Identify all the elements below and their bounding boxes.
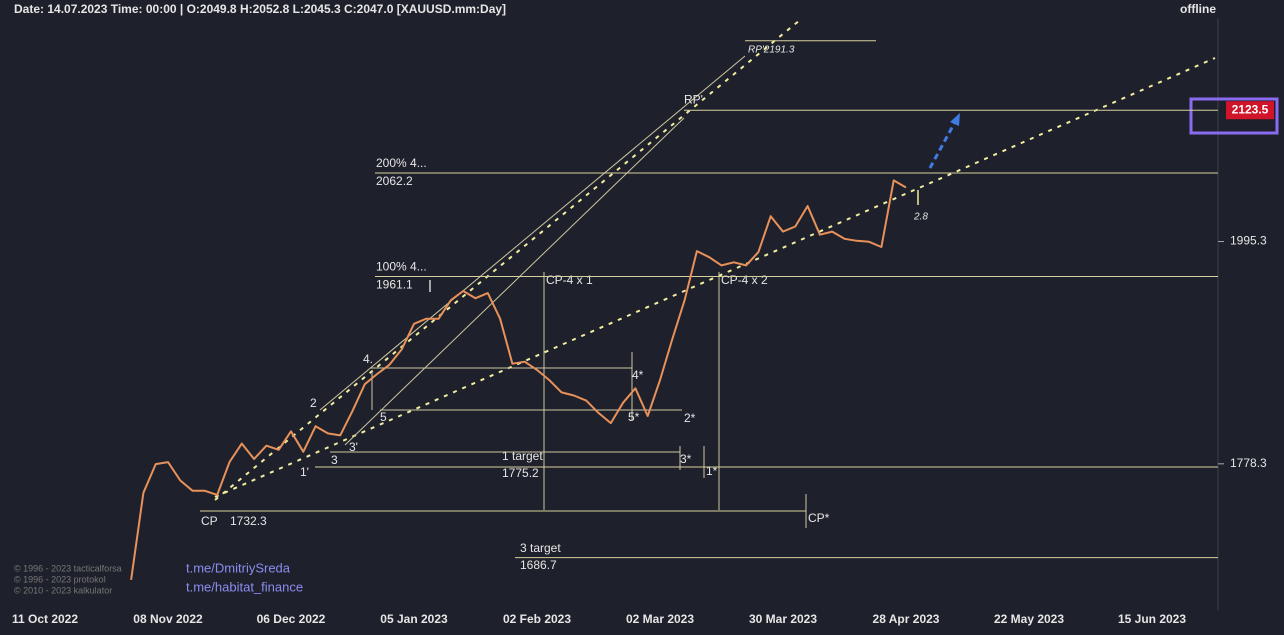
header-info: Date: 14.07.2023 Time: 00:00 | O:2049.8 … — [14, 2, 506, 16]
watermark: t.me/DmitriySreda — [186, 560, 291, 575]
x-tick-label: 08 Nov 2022 — [133, 612, 203, 626]
status: offline — [1180, 2, 1216, 16]
x-tick-label: 28 Apr 2023 — [873, 612, 940, 626]
copyright: © 1996 - 2023 protokol — [14, 574, 106, 584]
mark-label: 5 — [380, 410, 387, 424]
x-tick-label: 11 Oct 2022 — [12, 612, 78, 626]
watermark: t.me/habitat_finance — [186, 579, 303, 594]
y-tick-label: 1995.3 — [1230, 234, 1267, 248]
mark-label: 2* — [684, 411, 696, 425]
x-tick-label: 02 Feb 2023 — [503, 612, 571, 626]
mark-label: CP* — [808, 511, 830, 525]
mark-label: 3 — [331, 453, 338, 467]
level-label: 1 target — [502, 449, 543, 463]
x-tick-label: 30 Mar 2023 — [749, 612, 817, 626]
price-tag — [1226, 101, 1274, 120]
copyright: © 2010 - 2023 kalkulator — [14, 585, 112, 595]
x-tick-label: 02 Mar 2023 — [626, 612, 694, 626]
mark-label: 4* — [632, 368, 644, 382]
copyright: © 1996 - 2023 tacticalforsa — [14, 563, 122, 573]
mark-label: CP-4 x 2 — [721, 273, 768, 287]
arrow-head — [950, 113, 960, 126]
level-label: RP'2191.3 — [748, 44, 795, 55]
x-tick-label: 22 May 2023 — [994, 612, 1064, 626]
trend-line — [214, 57, 1216, 498]
trend-line — [214, 19, 801, 501]
channel-line — [319, 55, 746, 411]
level-value: 1961.1 — [376, 278, 413, 292]
level-label: 200% 4... — [376, 156, 427, 170]
x-tick-label: 06 Dec 2022 — [257, 612, 326, 626]
mark-label: 1' — [300, 465, 309, 479]
y-tick-label: 1778.3 — [1230, 456, 1267, 470]
level-value: 2062.2 — [376, 174, 413, 188]
mark-label: 4. — [363, 352, 373, 366]
price-line — [130, 179, 907, 581]
mark-label: CP-4 x 1 — [546, 273, 593, 287]
mark-label: 1* — [706, 464, 718, 478]
level-value: 1686.7 — [520, 558, 557, 572]
level-label: RP' — [684, 92, 703, 106]
price-tag-label: 2123.5 — [1232, 102, 1269, 116]
level-label: 100% 4... — [376, 260, 427, 274]
level-label: CP — [201, 514, 218, 528]
forecast-arrow — [928, 121, 957, 169]
mark-label: 3' — [349, 440, 358, 454]
x-tick-label: 05 Jan 2023 — [380, 612, 448, 626]
mark-label: 2 — [310, 396, 317, 410]
mark-label: 3* — [680, 452, 692, 466]
highlight-frame — [1189, 97, 1279, 135]
x-tick-label: 15 Jun 2023 — [1118, 612, 1186, 626]
level-label: 3 target — [520, 541, 561, 555]
mark-label: 2.8 — [913, 212, 928, 223]
level-value: 1775.2 — [502, 466, 539, 480]
level-value: 1732.3 — [230, 514, 267, 528]
mark-label: 5* — [628, 410, 640, 424]
